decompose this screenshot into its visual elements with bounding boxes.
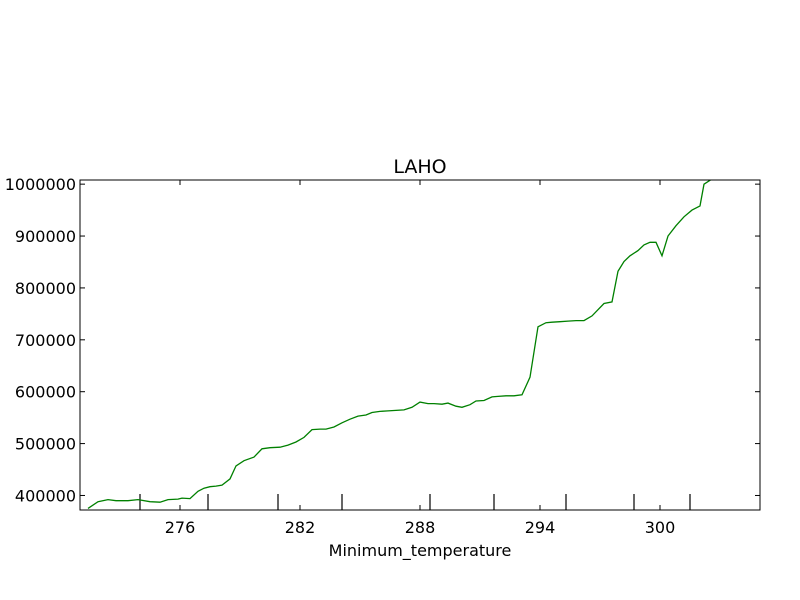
y-tick-label: 400000 <box>15 486 76 505</box>
x-tick-label: 276 <box>165 518 196 537</box>
x-tick-label: 300 <box>645 518 676 537</box>
y-tick-label: 800000 <box>15 279 76 298</box>
plot-area <box>79 179 761 511</box>
chart-title: LAHO <box>393 156 446 178</box>
y-tick-label: 500000 <box>15 435 76 454</box>
y-tick-label: 700000 <box>15 331 76 350</box>
x-tick-label: 282 <box>285 518 316 537</box>
series-line <box>87 180 712 509</box>
x-axis-label: Minimum_temperature <box>329 541 512 561</box>
y-tick-label: 1000000 <box>5 175 76 194</box>
x-tick-label: 288 <box>405 518 436 537</box>
y-tick-label: 900000 <box>15 227 76 246</box>
y-tick-label: 600000 <box>15 383 76 402</box>
x-tick-label: 294 <box>525 518 556 537</box>
y-axis: 400000 500000 600000 700000 800000 900000 1000… <box>5 175 760 505</box>
x-axis: 276 282 288 294 300 <box>165 180 676 537</box>
rug-ticks <box>139 494 691 510</box>
